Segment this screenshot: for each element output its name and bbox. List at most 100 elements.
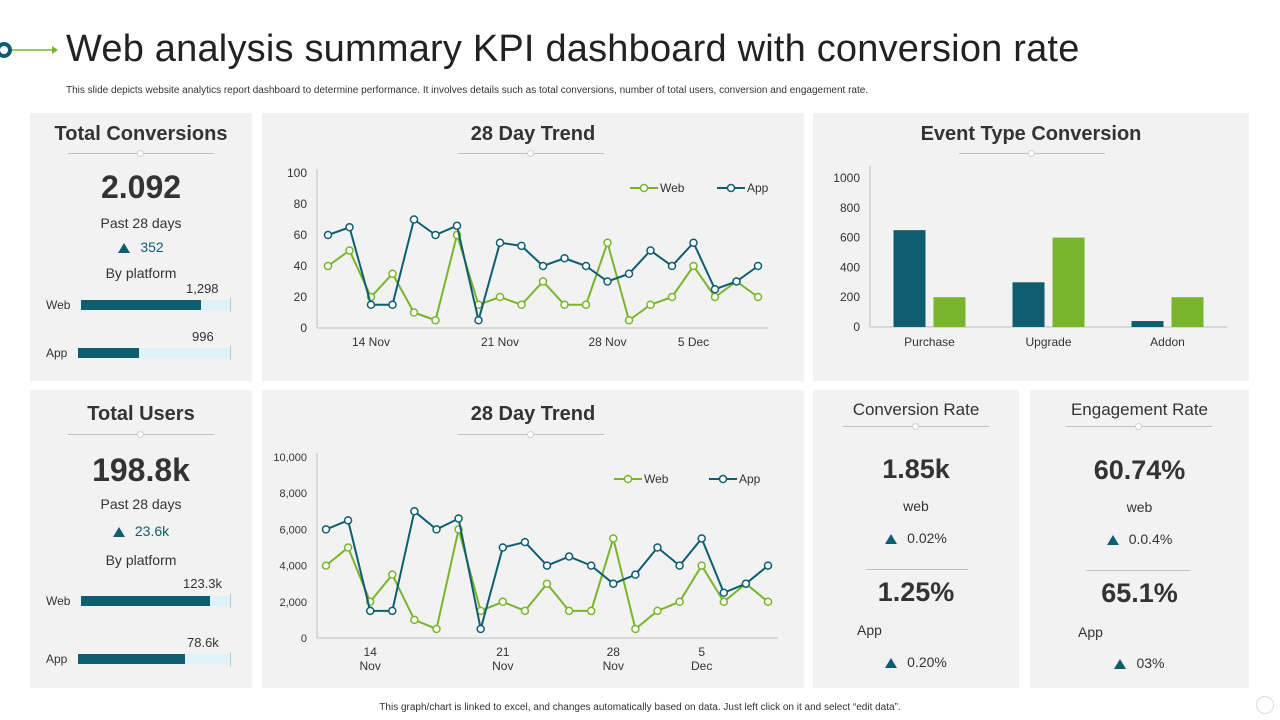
total-users-panel: Total Users 198.8k Past 28 days 23.6k By… <box>30 390 252 688</box>
data-point-app <box>321 525 331 534</box>
data-point-app <box>581 261 591 271</box>
legend-marker-app <box>718 474 728 484</box>
up-arrow-icon <box>885 534 898 545</box>
total-conversions-panel: Total Conversions 2.092 Past 28 days 352… <box>30 113 252 381</box>
bar-app <box>893 230 926 327</box>
web-platform-bar-fill <box>81 596 210 606</box>
conversion-app-value: 1.25% <box>877 577 955 607</box>
data-point-web <box>646 300 655 309</box>
data-point-app <box>366 300 376 309</box>
y-tick-label: 60 <box>294 228 308 242</box>
title-divider-dot <box>1135 423 1142 430</box>
total-conversions-delta-value: 352 <box>140 239 164 255</box>
trend-top-title: 28 Day Trend <box>470 123 596 145</box>
data-point-web <box>675 597 684 607</box>
engagement-rate-title: Engagement Rate <box>1070 400 1209 419</box>
data-point-web <box>710 292 720 302</box>
conversion-app-delta: 0.20% <box>813 654 1019 670</box>
total-conversions-value: 2.092 <box>100 169 182 205</box>
conversion-web-delta: 0.02% <box>813 530 1019 546</box>
y-tick-label: 0 <box>301 633 307 645</box>
page-footer: This graph/chart is linked to excel, and… <box>379 702 901 713</box>
y-tick-label: 0 <box>300 321 307 335</box>
category-label: Addon <box>1150 335 1185 349</box>
bar-end-cap <box>230 298 231 312</box>
trend-bottom-title: 28 Day Trend <box>470 403 596 425</box>
data-point-app <box>498 543 508 552</box>
page-subtitle: This slide depicts website analytics rep… <box>66 85 869 96</box>
legend-label-app: App <box>747 181 769 195</box>
y-tick-label: 2,000 <box>279 597 307 609</box>
y-tick-label: 4,000 <box>279 561 307 573</box>
x-tick-label: 21 <box>496 645 510 659</box>
data-point-app <box>667 261 677 271</box>
data-point-app <box>365 606 375 616</box>
up-arrow-icon <box>118 243 131 254</box>
data-point-app <box>646 246 655 255</box>
y-tick-label: 40 <box>294 259 308 273</box>
legend-label-app: App <box>739 472 761 486</box>
engagement-web-delta-value: 0.0.4% <box>1128 531 1173 547</box>
x-tick-label: 5 <box>698 645 705 659</box>
data-point-app <box>542 561 552 570</box>
total-users-delta: 23.6k <box>30 523 252 539</box>
title-divider-dot <box>1028 150 1035 157</box>
conversion-rate-panel: Conversion Rate 1.85k web 0.02% 1.25% Ap… <box>813 390 1019 688</box>
data-point-web <box>560 300 569 309</box>
data-point-web <box>388 570 397 579</box>
y-tick-label: 100 <box>287 166 307 180</box>
data-point-app <box>603 277 612 286</box>
data-point-app <box>343 516 353 525</box>
legend-marker-web <box>639 183 649 193</box>
x-tick-label: 14 Nov <box>352 335 390 349</box>
conversion-web-delta-value: 0.02% <box>907 530 947 546</box>
engagement-separator <box>1086 570 1190 571</box>
app-platform-bar-fill <box>78 654 186 664</box>
x-tick-label: 21 Nov <box>481 335 519 349</box>
title-divider-dot <box>527 431 534 438</box>
app-platform-bar-fill <box>78 348 140 358</box>
y-tick-label: 0 <box>853 320 860 334</box>
data-point-app <box>538 261 548 271</box>
data-point-web <box>538 277 548 286</box>
data-point-web <box>343 543 353 552</box>
data-point-app <box>409 215 419 224</box>
y-tick-label: 6,000 <box>279 524 307 536</box>
data-point-web <box>409 308 419 317</box>
data-point-app <box>631 570 640 579</box>
data-point-web <box>631 624 640 634</box>
data-point-app <box>388 300 397 309</box>
event-type-title: Event Type Conversion <box>920 123 1142 145</box>
data-point-app <box>345 223 354 232</box>
total-conversions-delta: 352 <box>30 239 252 255</box>
data-point-web <box>321 561 331 570</box>
up-arrow-icon <box>885 658 898 669</box>
engagement-web-value: 60.74% <box>1093 455 1186 485</box>
data-point-app <box>741 579 751 588</box>
web-platform-label: Web <box>46 298 71 312</box>
total-users-delta-value: 23.6k <box>134 523 170 539</box>
data-point-app <box>323 230 333 240</box>
web-platform-bar <box>81 594 231 608</box>
data-point-web <box>431 316 440 325</box>
data-point-app <box>388 606 397 616</box>
engagement-app-label: App <box>1078 624 1103 640</box>
y-tick-label: 20 <box>294 290 308 304</box>
data-point-web <box>517 300 526 309</box>
data-point-app <box>410 507 419 516</box>
event-type-panel: Event Type Conversion 0 200 400 600 800 1000 P… <box>813 113 1249 381</box>
data-point-app <box>609 579 618 588</box>
y-tick-label: 800 <box>840 201 860 215</box>
title-divider-dot <box>912 423 919 430</box>
data-point-app <box>520 537 530 547</box>
data-point-app <box>474 316 483 325</box>
total-conversions-period: Past 28 days <box>100 215 182 231</box>
x-tick-label: Dec <box>691 659 712 673</box>
engagement-web-delta: 0.0.4% <box>1030 531 1249 547</box>
conversion-app-delta-value: 0.20% <box>907 654 947 670</box>
data-point-web <box>653 606 662 616</box>
x-tick-label: Nov <box>360 659 381 673</box>
total-conversions-by-platform: By platform <box>105 265 177 281</box>
conversion-separator <box>866 569 968 570</box>
data-point-app <box>753 261 763 271</box>
